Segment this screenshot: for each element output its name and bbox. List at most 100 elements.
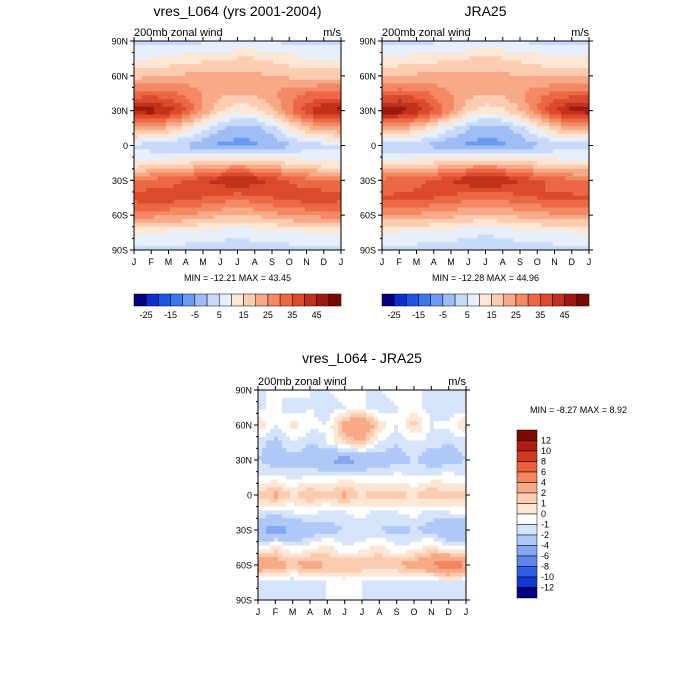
- contour-cell: [241, 68, 246, 73]
- contour-cell: [289, 234, 294, 239]
- contour-cell: [249, 114, 254, 119]
- contour-cell: [137, 188, 143, 193]
- contour-cell: [425, 160, 431, 166]
- contour-cell: [165, 130, 171, 135]
- contour-cell: [293, 137, 298, 143]
- contour-cell: [489, 160, 494, 166]
- contour-cell: [525, 56, 530, 61]
- contour-cell: [305, 68, 310, 73]
- contour-cell: [401, 160, 407, 166]
- contour-cell: [201, 130, 207, 135]
- contour-cell: [301, 172, 306, 177]
- contour-cell: [405, 168, 411, 173]
- contour-cell: [565, 91, 570, 96]
- contour-cell: [297, 48, 302, 54]
- contour-cell: [325, 157, 330, 162]
- contour-cell: [489, 153, 494, 158]
- contour-cell: [193, 180, 199, 185]
- contour-cell: [417, 168, 423, 173]
- contour-cell: [457, 126, 463, 131]
- contour-cell: [169, 207, 175, 212]
- contour-cell: [337, 60, 342, 65]
- contour-cell: [577, 60, 582, 65]
- contour-cell: [305, 75, 310, 81]
- contour-cell: [557, 126, 562, 131]
- contour-cell: [134, 238, 139, 243]
- contour-cell: [569, 137, 574, 143]
- contour-cell: [437, 44, 443, 50]
- contour-cell: [137, 242, 143, 247]
- contour-cell: [193, 79, 199, 84]
- contour-cell: [525, 48, 530, 54]
- contour-cell: [217, 133, 222, 139]
- contour-cell: [153, 44, 159, 50]
- contour-cell: [449, 91, 455, 96]
- contour-cell: [329, 60, 334, 65]
- contour-cell: [193, 41, 199, 46]
- contour-cell: [393, 75, 399, 81]
- contour-cell: [385, 164, 391, 170]
- contour-cell: [409, 141, 415, 146]
- contour-cell: [529, 87, 534, 92]
- contour-cell: [157, 41, 163, 46]
- contour-cell: [209, 195, 215, 201]
- contour-cell: [177, 160, 183, 166]
- contour-cell: [229, 172, 234, 177]
- contour-cell: [189, 168, 195, 173]
- contour-cell: [537, 141, 542, 146]
- contour-cell: [465, 75, 470, 81]
- contour-cell: [557, 102, 562, 108]
- contour-cell: [585, 145, 590, 150]
- contour-cell: [149, 91, 155, 96]
- contour-cell: [382, 56, 387, 61]
- contour-cell: [585, 60, 590, 65]
- contour-cell: [457, 99, 463, 104]
- contour-cell: [425, 191, 431, 197]
- contour-cell: [333, 226, 338, 232]
- contour-cell: [281, 188, 286, 193]
- contour-cell: [469, 145, 474, 150]
- contour-cell: [157, 168, 163, 173]
- contour-cell: [529, 184, 534, 189]
- contour-cell: [285, 141, 290, 146]
- contour-cell: [521, 48, 526, 54]
- contour-cell: [169, 122, 175, 127]
- contour-cell: [249, 176, 254, 181]
- contour-cell: [465, 180, 470, 185]
- contour-cell: [145, 203, 151, 208]
- contour-cell: [289, 199, 294, 204]
- contour-cell: [585, 64, 590, 69]
- contour-cell: [253, 168, 258, 173]
- contour-cell: [421, 172, 427, 177]
- contour-cell: [221, 222, 226, 228]
- contour-cell: [293, 68, 298, 73]
- contour-cell: [425, 64, 431, 69]
- contour-cell: [469, 164, 474, 170]
- contour-cell: [493, 118, 498, 123]
- contour-cell: [457, 56, 463, 61]
- contour-cell: [565, 126, 570, 131]
- contour-cell: [249, 44, 254, 50]
- contour-cell: [577, 44, 582, 50]
- contour-cell: [581, 48, 586, 54]
- contour-cell: [241, 191, 246, 197]
- contour-cell: [421, 75, 427, 81]
- contour-cell: [485, 172, 490, 177]
- contour-cell: [533, 110, 538, 115]
- contour-cell: [225, 60, 230, 65]
- contour-cell: [221, 234, 226, 239]
- contour-cell: [157, 114, 163, 119]
- contour-cell: [481, 172, 486, 177]
- contour-cell: [413, 172, 419, 177]
- contour-cell: [385, 102, 391, 108]
- contour-cell: [433, 48, 439, 54]
- contour-cell: [333, 68, 338, 73]
- contour-cell: [249, 79, 254, 84]
- contour-cell: [281, 219, 286, 224]
- contour-cell: [413, 191, 419, 197]
- contour-cell: [329, 207, 334, 212]
- contour-cell: [401, 106, 407, 112]
- contour-cell: [333, 95, 338, 100]
- contour-cell: [489, 157, 494, 162]
- contour-cell: [269, 64, 274, 69]
